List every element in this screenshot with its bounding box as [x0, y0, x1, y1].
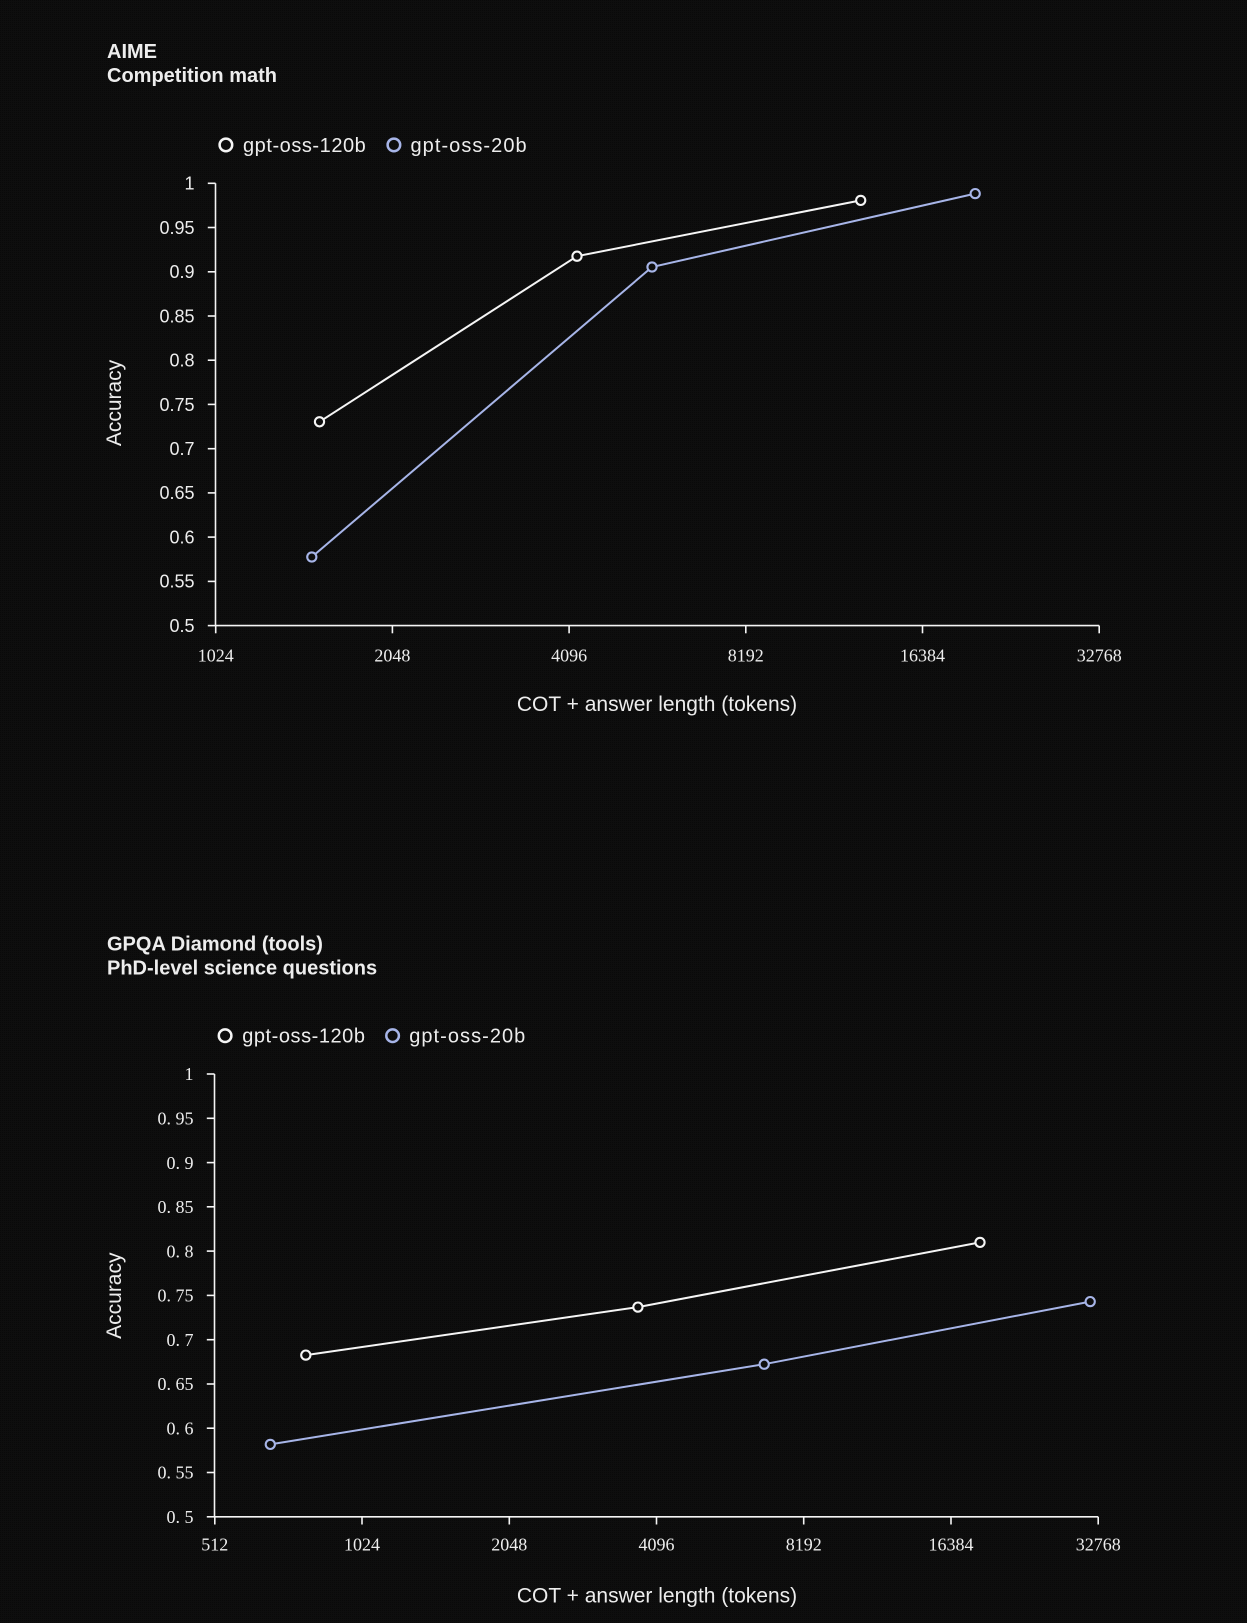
svg-text:0.95: 0.95	[159, 218, 194, 238]
svg-text:0. 75: 0. 75	[158, 1286, 194, 1306]
svg-text:0.7: 0.7	[169, 439, 194, 459]
svg-text:0.65: 0.65	[159, 483, 194, 503]
svg-text:1024: 1024	[198, 646, 234, 666]
svg-text:gpt-oss-20b: gpt-oss-20b	[409, 1026, 526, 1048]
svg-text:1: 1	[184, 174, 194, 194]
svg-text:AIME: AIME	[107, 41, 157, 63]
svg-text:gpt-oss-20b: gpt-oss-20b	[411, 135, 528, 157]
svg-text:32768: 32768	[1077, 646, 1122, 666]
svg-text:1: 1	[185, 1064, 194, 1084]
svg-text:0.5: 0.5	[169, 616, 194, 636]
svg-text:0. 8: 0. 8	[167, 1241, 194, 1261]
svg-text:0. 6: 0. 6	[167, 1418, 194, 1438]
svg-text:0. 5: 0. 5	[167, 1507, 194, 1527]
svg-text:0. 65: 0. 65	[158, 1374, 194, 1394]
svg-text:Accuracy: Accuracy	[103, 359, 126, 446]
svg-text:4096: 4096	[639, 1535, 675, 1555]
svg-text:0.55: 0.55	[159, 572, 194, 592]
svg-text:4096: 4096	[551, 646, 587, 666]
svg-text:0.9: 0.9	[169, 262, 194, 282]
svg-text:gpt-oss-120b: gpt-oss-120b	[242, 1026, 365, 1048]
svg-text:COT + answer length (tokens): COT + answer length (tokens)	[517, 693, 797, 716]
svg-text:0. 7: 0. 7	[167, 1330, 194, 1350]
svg-text:0. 95: 0. 95	[158, 1109, 194, 1129]
svg-text:0. 85: 0. 85	[158, 1197, 194, 1217]
svg-text:COT + answer length (tokens): COT + answer length (tokens)	[517, 1585, 797, 1608]
svg-text:2048: 2048	[374, 646, 410, 666]
svg-text:Competition math: Competition math	[107, 65, 277, 87]
svg-text:1024: 1024	[344, 1535, 380, 1555]
svg-text:16384: 16384	[900, 646, 945, 666]
svg-text:GPQA Diamond (tools): GPQA Diamond (tools)	[107, 934, 323, 956]
svg-text:0. 9: 0. 9	[167, 1153, 194, 1173]
svg-text:512: 512	[201, 1535, 228, 1555]
svg-text:gpt-oss-120b: gpt-oss-120b	[243, 135, 366, 157]
svg-text:32768: 32768	[1076, 1535, 1121, 1555]
svg-text:8192: 8192	[786, 1535, 822, 1555]
svg-text:PhD-level science questions: PhD-level science questions	[107, 958, 377, 980]
svg-text:0. 55: 0. 55	[158, 1463, 194, 1483]
svg-text:Accuracy: Accuracy	[103, 1252, 126, 1339]
svg-text:2048: 2048	[491, 1535, 527, 1555]
svg-text:16384: 16384	[929, 1535, 974, 1555]
svg-text:0.6: 0.6	[169, 527, 194, 547]
svg-text:8192: 8192	[728, 646, 764, 666]
svg-text:0.75: 0.75	[159, 395, 194, 415]
svg-text:0.8: 0.8	[169, 351, 194, 371]
svg-text:0.85: 0.85	[159, 306, 194, 326]
